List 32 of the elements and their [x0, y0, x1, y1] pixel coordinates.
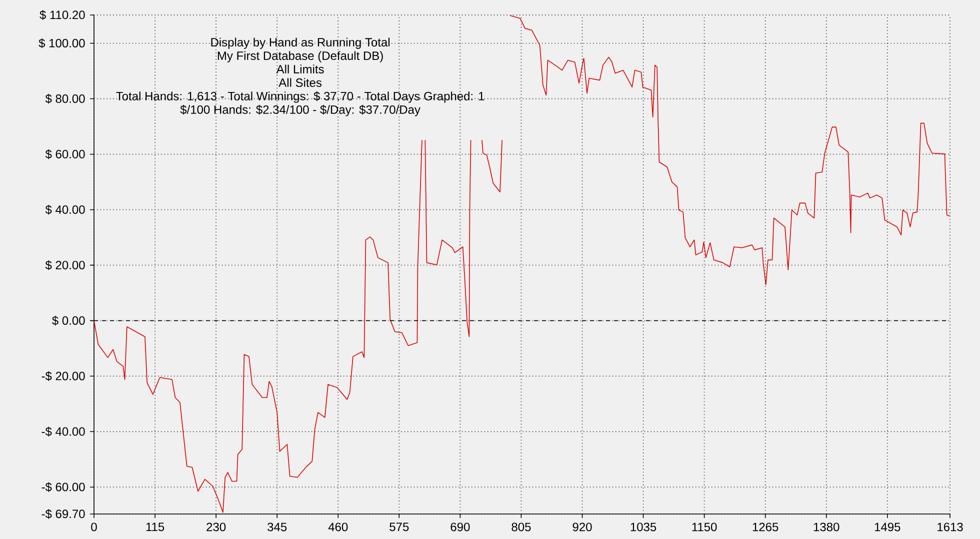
annotation: Total Hands: 1,613 - Total Winnings: $ 37.70 - Total Days Graphed: 1 [116, 91, 484, 103]
y-tick-label: $ 100.00 [38, 38, 85, 48]
x-tick-label: 1380 [814, 522, 840, 532]
annotation: All Sites [278, 78, 322, 87]
x-tick-label: 115 [146, 522, 164, 532]
x-tick-label: 460 [328, 522, 348, 532]
y-tick-label: $ 40.00 [45, 204, 85, 215]
y-tick-label: $ 60.00 [45, 149, 85, 160]
x-tick-label: 805 [512, 522, 531, 532]
x-tick-label: 1150 [692, 522, 717, 532]
y-tick-label: $ 80.00 [45, 94, 85, 104]
x-tick-label: 0 [91, 522, 97, 532]
annotation: $/100 Hands: $2.34/100 - $/Day: $37.70/Day [180, 104, 420, 116]
y-tick-label: -$ 40.00 [42, 426, 85, 436]
y-tick-label: -$ 69.70 [42, 509, 85, 519]
text: My First Database (Default DB) [218, 51, 383, 62]
x-tick-label: 1035 [630, 522, 656, 532]
y-tick-label: $ 0.00 [52, 316, 85, 326]
y-tick-label: $ 20.00 [45, 260, 85, 270]
y-tick-label: -$ 20.00 [42, 371, 85, 382]
x-tick-label: 575 [390, 522, 409, 532]
x-tick-label: 345 [268, 522, 287, 532]
x-tick-label: 1495 [874, 522, 900, 532]
x-tick-label: 690 [450, 522, 470, 532]
x-tick-label: 1265 [752, 522, 778, 532]
y-tick-label: -$ 60.00 [42, 482, 85, 492]
x-tick-label: 230 [206, 522, 226, 532]
y-tick-label: $ 110.20 [40, 10, 85, 20]
annotation: All Limits [276, 64, 324, 74]
text: Display by Hand as Running Total [211, 38, 390, 49]
x-tick-label: 920 [572, 522, 592, 532]
x-tick-label: 1613 [938, 522, 963, 532]
